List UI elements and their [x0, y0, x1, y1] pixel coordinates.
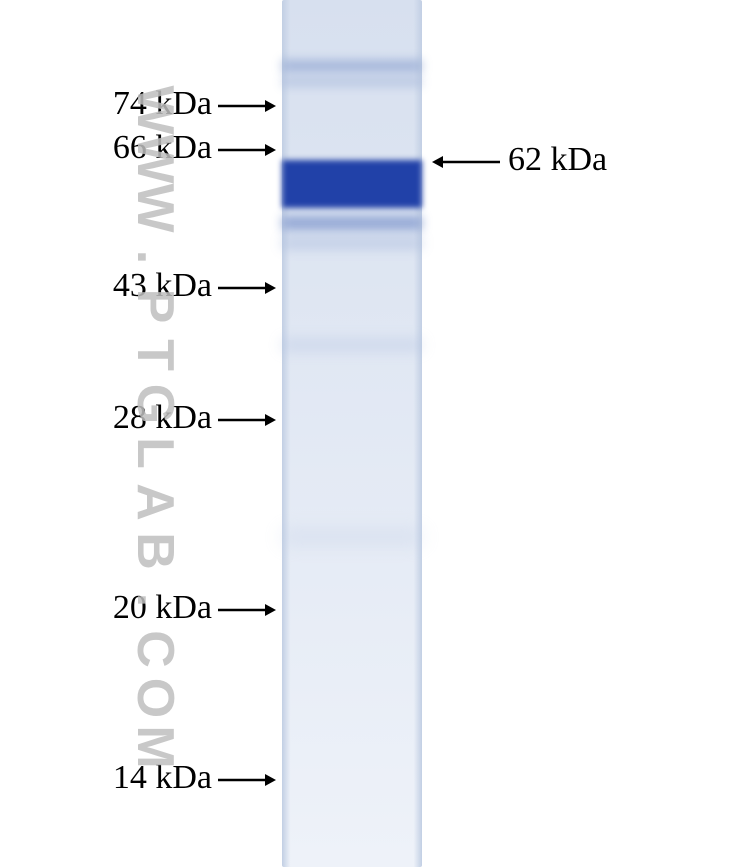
- gel-lane: [282, 0, 422, 867]
- watermark-char: B: [125, 532, 185, 570]
- sample-label: 62 kDa: [508, 141, 607, 179]
- marker-label-5: 14 kDa: [113, 759, 212, 797]
- gel-band-3: [282, 216, 422, 230]
- marker-label-2: 43 kDa: [113, 267, 212, 305]
- marker-label-3: 28 kDa: [113, 399, 212, 437]
- watermark-char: L: [125, 437, 185, 469]
- gel-band-1: [282, 78, 422, 86]
- watermark-char: T: [125, 339, 185, 371]
- watermark-char: O: [125, 678, 185, 718]
- gel-band-4: [282, 238, 422, 248]
- marker-label-4: 20 kDa: [113, 589, 212, 627]
- watermark-char: A: [125, 483, 185, 521]
- marker-label-0: 74 kDa: [113, 85, 212, 123]
- gel-band-0: [282, 60, 422, 72]
- marker-label-1: 66 kDa: [113, 129, 212, 167]
- watermark-char: C: [125, 630, 185, 668]
- gel-band-6: [282, 530, 422, 544]
- gel-band-5: [282, 340, 422, 350]
- watermark-char: W: [125, 183, 185, 232]
- gel-band-2: [282, 160, 422, 208]
- watermark-char: .: [125, 250, 185, 264]
